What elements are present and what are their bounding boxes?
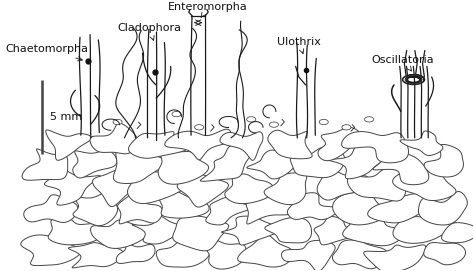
Polygon shape bbox=[220, 132, 263, 160]
Polygon shape bbox=[48, 217, 103, 245]
Polygon shape bbox=[424, 144, 464, 177]
Polygon shape bbox=[46, 130, 91, 160]
Polygon shape bbox=[400, 131, 443, 156]
Text: Ulothrix: Ulothrix bbox=[277, 37, 321, 54]
Polygon shape bbox=[90, 123, 137, 154]
Polygon shape bbox=[265, 218, 311, 243]
Polygon shape bbox=[128, 132, 186, 158]
Polygon shape bbox=[246, 196, 298, 224]
Polygon shape bbox=[24, 195, 78, 222]
Polygon shape bbox=[343, 214, 405, 246]
Polygon shape bbox=[424, 243, 465, 265]
Polygon shape bbox=[268, 130, 312, 159]
Polygon shape bbox=[225, 174, 274, 204]
Polygon shape bbox=[158, 150, 209, 184]
Polygon shape bbox=[116, 237, 155, 263]
Polygon shape bbox=[291, 147, 345, 178]
Polygon shape bbox=[73, 192, 118, 226]
Polygon shape bbox=[368, 194, 426, 223]
Polygon shape bbox=[156, 241, 210, 267]
Polygon shape bbox=[264, 173, 307, 205]
Circle shape bbox=[319, 119, 328, 125]
Polygon shape bbox=[128, 172, 189, 204]
Polygon shape bbox=[342, 132, 409, 163]
Text: Enteromorpha: Enteromorpha bbox=[168, 2, 248, 17]
Polygon shape bbox=[282, 240, 335, 271]
Polygon shape bbox=[132, 216, 184, 244]
Text: Oscillatoria: Oscillatoria bbox=[372, 55, 434, 71]
Polygon shape bbox=[237, 234, 293, 267]
Polygon shape bbox=[364, 245, 426, 271]
Polygon shape bbox=[221, 216, 279, 245]
Circle shape bbox=[247, 117, 256, 122]
Circle shape bbox=[172, 111, 181, 117]
Polygon shape bbox=[91, 220, 149, 249]
Polygon shape bbox=[247, 150, 297, 179]
Polygon shape bbox=[206, 198, 256, 225]
Circle shape bbox=[342, 125, 351, 130]
Circle shape bbox=[365, 117, 374, 122]
Polygon shape bbox=[419, 192, 467, 225]
Polygon shape bbox=[73, 150, 117, 178]
Polygon shape bbox=[392, 171, 456, 201]
Polygon shape bbox=[206, 240, 246, 269]
Polygon shape bbox=[22, 149, 68, 180]
Polygon shape bbox=[118, 192, 163, 224]
Polygon shape bbox=[373, 149, 429, 185]
Polygon shape bbox=[68, 243, 123, 268]
Polygon shape bbox=[324, 146, 390, 179]
Polygon shape bbox=[442, 223, 474, 243]
Polygon shape bbox=[92, 170, 137, 207]
Polygon shape bbox=[21, 235, 81, 266]
Polygon shape bbox=[314, 217, 358, 245]
Polygon shape bbox=[173, 216, 228, 251]
Circle shape bbox=[113, 119, 122, 125]
Polygon shape bbox=[113, 146, 165, 183]
Polygon shape bbox=[159, 191, 209, 218]
Polygon shape bbox=[347, 169, 406, 201]
Polygon shape bbox=[393, 217, 456, 243]
Text: Chaetomorpha: Chaetomorpha bbox=[6, 44, 89, 61]
Circle shape bbox=[269, 122, 278, 127]
Polygon shape bbox=[201, 145, 251, 181]
Polygon shape bbox=[317, 169, 369, 200]
Polygon shape bbox=[287, 193, 338, 220]
Text: 5 mm: 5 mm bbox=[50, 112, 82, 122]
Circle shape bbox=[195, 125, 204, 130]
Polygon shape bbox=[165, 129, 231, 160]
Polygon shape bbox=[333, 192, 387, 225]
Text: Cladophora: Cladophora bbox=[117, 23, 181, 40]
Polygon shape bbox=[318, 127, 362, 161]
Polygon shape bbox=[332, 240, 387, 269]
Polygon shape bbox=[177, 174, 228, 207]
Polygon shape bbox=[45, 170, 100, 205]
